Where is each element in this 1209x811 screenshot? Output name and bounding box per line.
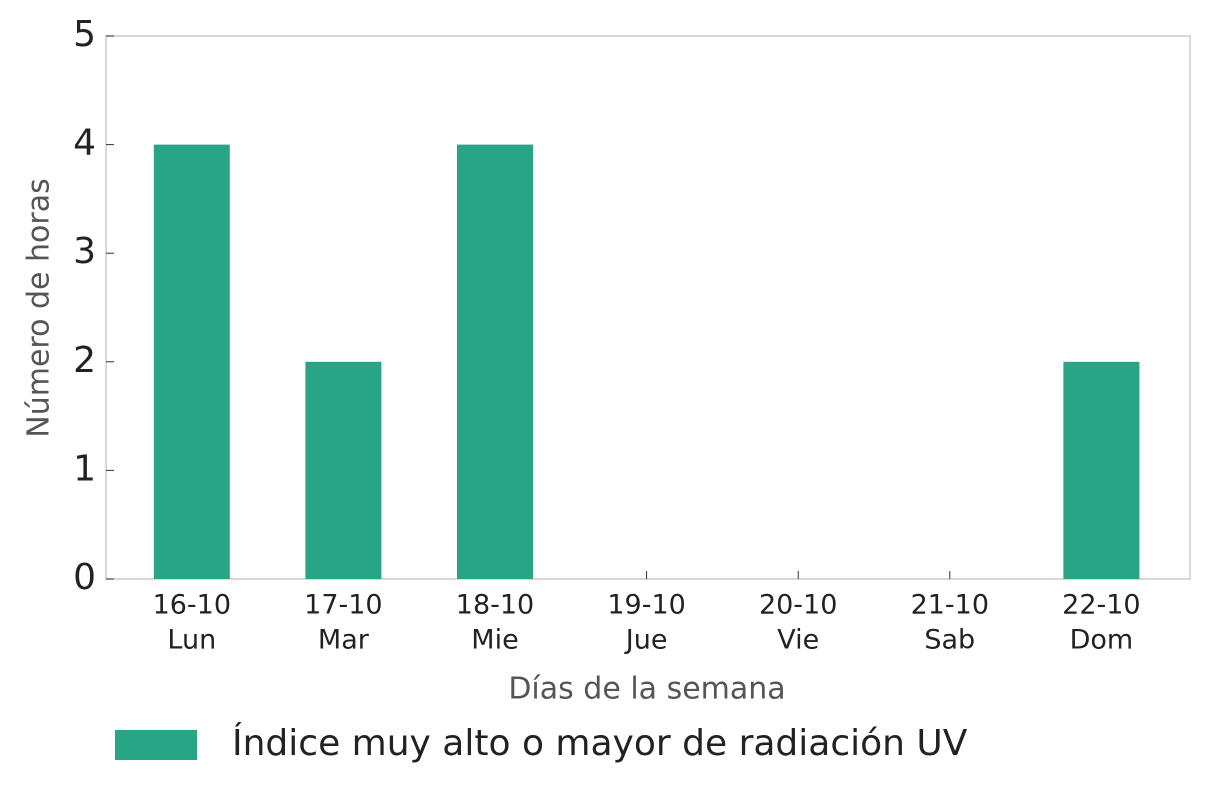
bar [153, 144, 230, 579]
x-tick-label: 22-10 [1062, 590, 1140, 621]
y-tick-label: 0 [73, 557, 96, 598]
legend-swatch [115, 730, 197, 760]
x-tick-label: 20-10 [759, 590, 837, 621]
x-tick-label: 16-10 [153, 590, 231, 621]
x-tick-label: 17-10 [304, 590, 382, 621]
x-tick-label: 18-10 [456, 590, 534, 621]
y-tick-label: 5 [73, 14, 96, 55]
y-tick-label: 2 [73, 340, 96, 381]
x-tick-label: Vie [777, 625, 819, 656]
x-tick-label: Sab [924, 625, 975, 656]
plot-frame [105, 35, 1191, 580]
x-axis-label: Días de la semana [508, 672, 785, 707]
bar [1063, 361, 1140, 579]
y-tick-label: 1 [73, 448, 96, 489]
y-tick-label: 4 [73, 123, 96, 164]
y-tick-label: 3 [73, 231, 96, 272]
x-tick-label: Mar [318, 625, 370, 656]
x-tick-label: Mie [471, 625, 518, 656]
x-tick-label: 21-10 [911, 590, 989, 621]
y-axis-label: Número de horas [22, 178, 57, 437]
bar [457, 144, 533, 579]
x-tick-label: Jue [624, 625, 668, 656]
x-tick-label: Lun [167, 625, 216, 656]
bar [305, 361, 382, 579]
legend-label: Índice muy alto o mayor de radiación UV [232, 722, 968, 764]
x-tick-label: 19-10 [607, 590, 685, 621]
x-tick-label: Dom [1070, 625, 1134, 656]
